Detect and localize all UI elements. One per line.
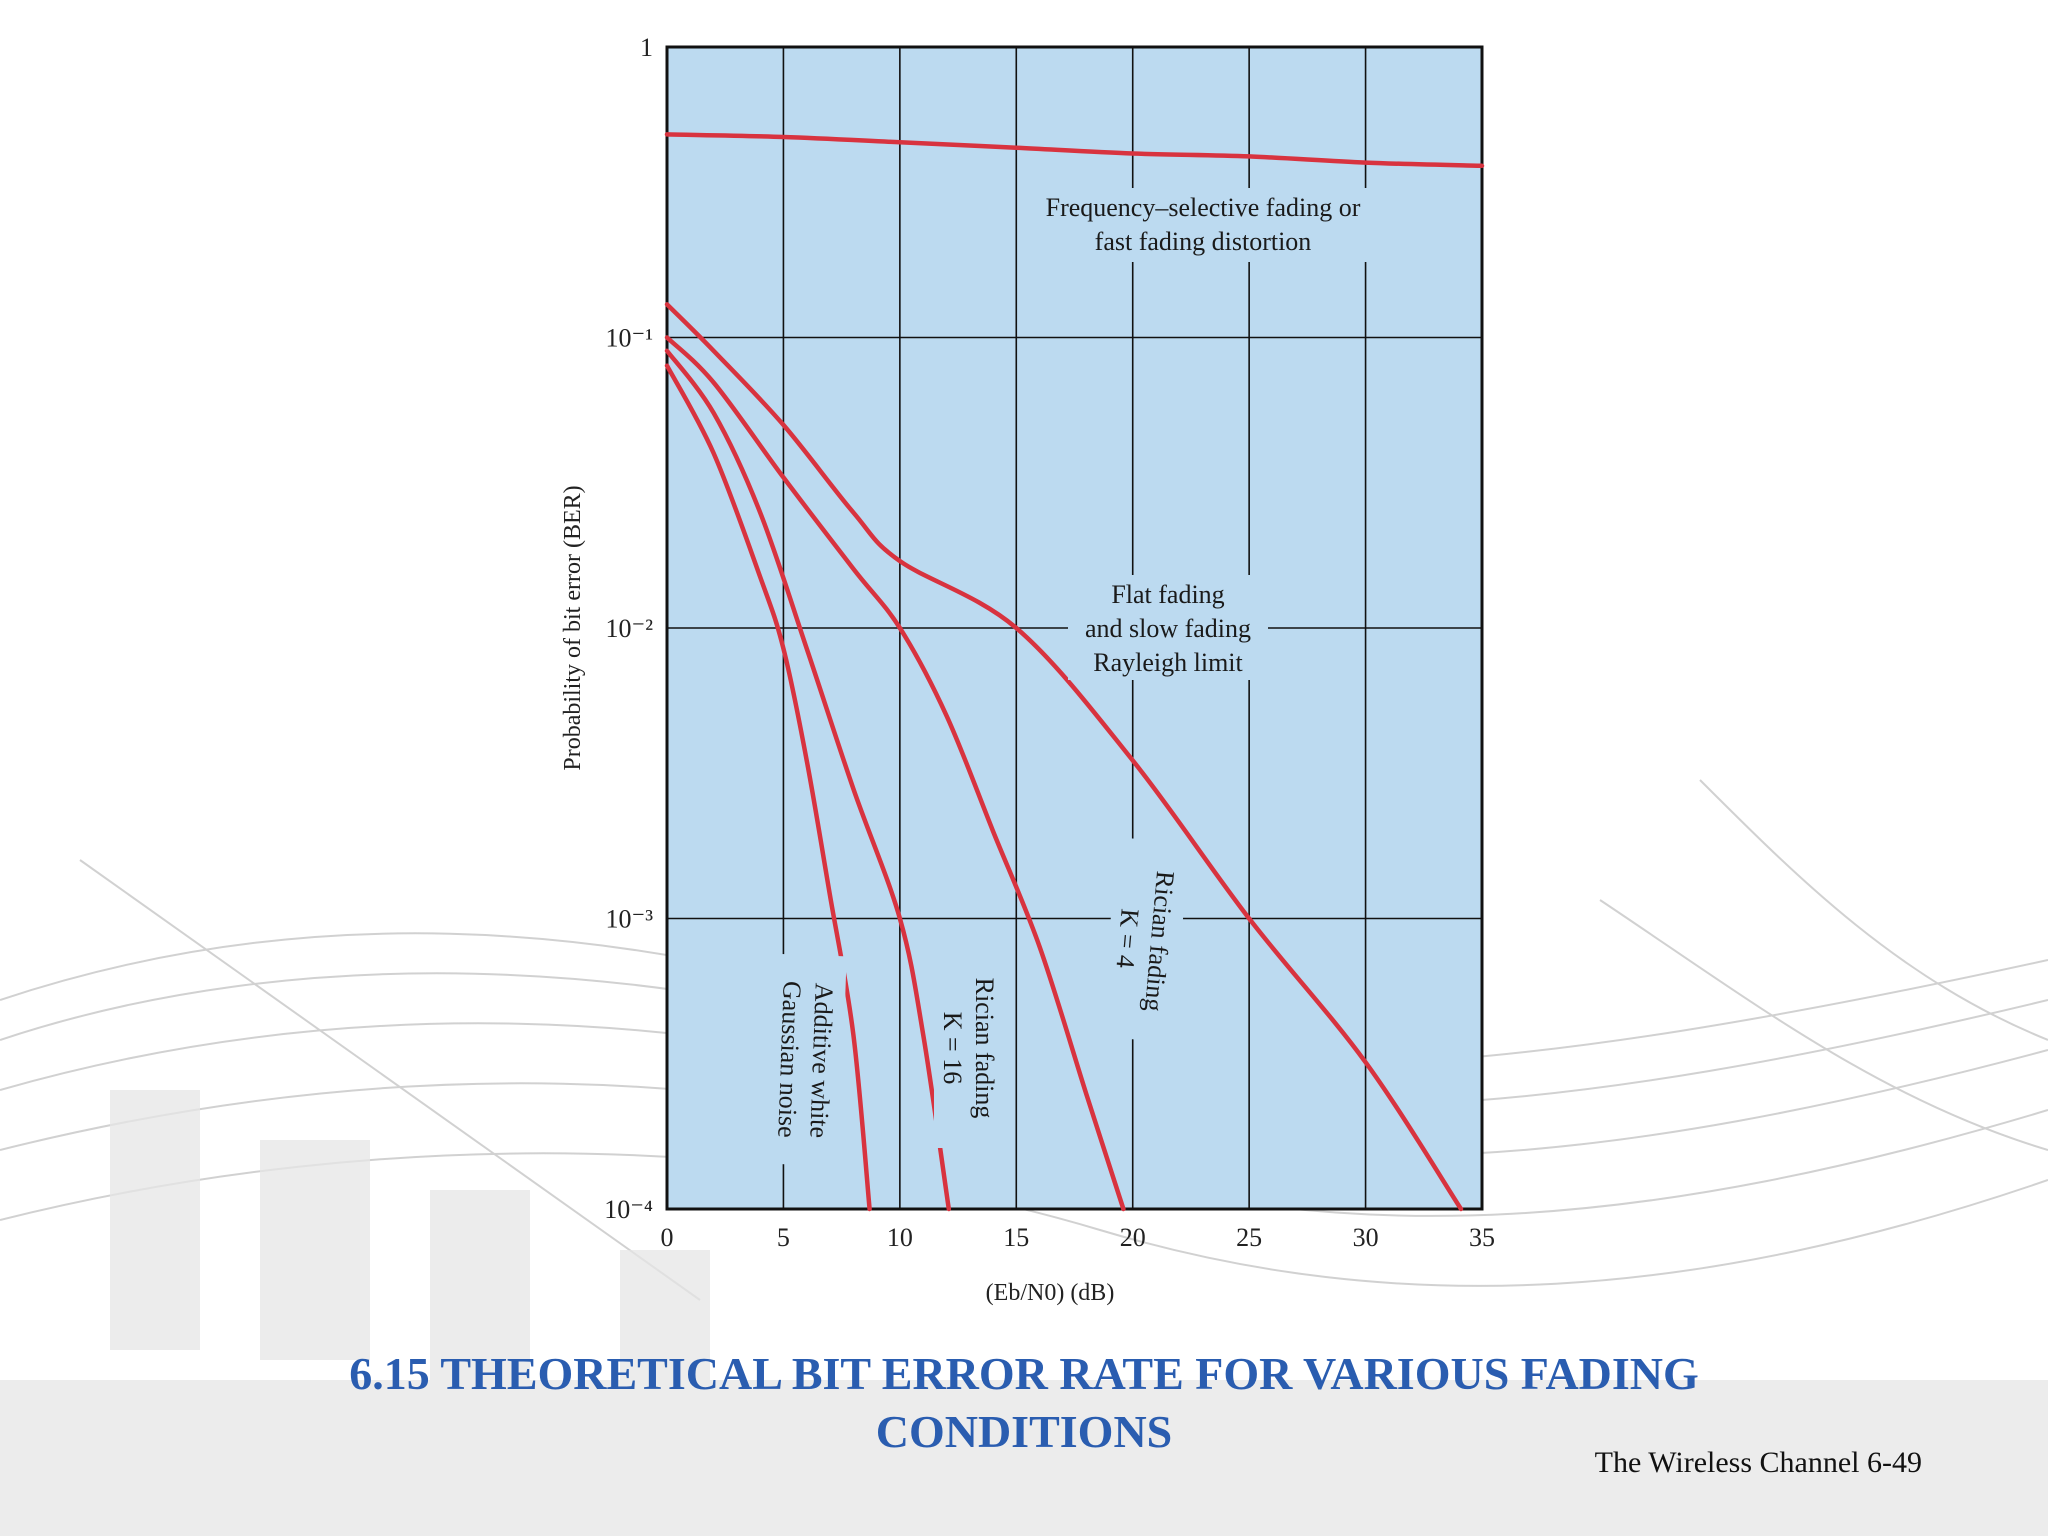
annotation-k16-line1: Rician fading	[970, 978, 999, 1119]
annotation-flat-line3: Rayleigh limit	[1093, 648, 1243, 677]
x-tick-label: 15	[1003, 1223, 1029, 1252]
annotation-k4-line2: K = 4	[1111, 908, 1145, 970]
y-tick-label: 10⁻⁴	[604, 1195, 653, 1224]
annotation-rician-k4: Rician fading K = 4	[1100, 837, 1190, 1043]
annotation-flat-fading: Flat fading and slow fading Rayleigh lim…	[1068, 575, 1268, 680]
annotation-rician-k16: Rician fading K = 16	[934, 948, 1006, 1148]
annotation-freq-line2: fast fading distortion	[1095, 227, 1312, 256]
x-axis-label: (Eb/N0) (dB)	[986, 1280, 1115, 1306]
annotation-awgn-line2: Gaussian noise	[772, 981, 806, 1139]
annotation-awgn-line1: Additive white	[804, 982, 838, 1138]
x-tick-label: 30	[1353, 1223, 1379, 1252]
x-tick-label: 0	[661, 1223, 674, 1252]
y-axis-label: Probability of bit error (BER)	[560, 485, 586, 770]
y-tick-label: 10⁻³	[605, 905, 653, 934]
y-tick-label: 10⁻²	[605, 614, 653, 643]
y-tick-label: 10⁻¹	[605, 324, 653, 353]
tick-labels: 0 5 10 15 20 25 30 35 1 10⁻¹ 10⁻² 10⁻³ 10⁻⁴	[604, 33, 1495, 1252]
x-tick-label: 10	[887, 1223, 913, 1252]
x-tick-label: 5	[777, 1223, 790, 1252]
curve-frequency-selective	[664, 132, 1485, 169]
footer-page-label: The Wireless Channel 6-49	[1594, 1446, 1922, 1479]
curve-awgn	[664, 363, 872, 1212]
annotation-flat-line1: Flat fading	[1111, 580, 1224, 609]
annotation-freq-line1: Frequency–selective fading or	[1046, 193, 1361, 222]
x-tick-label: 20	[1120, 1223, 1146, 1252]
annotation-k16-line2: K = 16	[938, 1012, 967, 1084]
curve-rician-k16	[664, 348, 952, 1212]
x-tick-label: 25	[1236, 1223, 1262, 1252]
x-tick-label: 35	[1469, 1223, 1495, 1252]
slide-title: 6.15 THEORETICAL BIT ERROR RATE FOR VARI…	[0, 1345, 2048, 1461]
curve-rician-k4	[664, 335, 1126, 1212]
annotation-frequency-selective: Frequency–selective fading or fast fadin…	[1020, 188, 1390, 262]
slide-title-line1: 6.15 THEORETICAL BIT ERROR RATE FOR VARI…	[349, 1348, 1699, 1399]
slide-title-line2: CONDITIONS	[875, 1406, 1173, 1457]
curves	[664, 132, 1485, 1212]
curve-rayleigh-limit	[664, 302, 1464, 1212]
annotation-flat-line2: and slow fading	[1085, 614, 1251, 643]
annotation-awgn: Additive white Gaussian noise	[767, 953, 847, 1167]
plot-frame	[665, 45, 1484, 1211]
y-tick-label: 1	[640, 33, 653, 62]
